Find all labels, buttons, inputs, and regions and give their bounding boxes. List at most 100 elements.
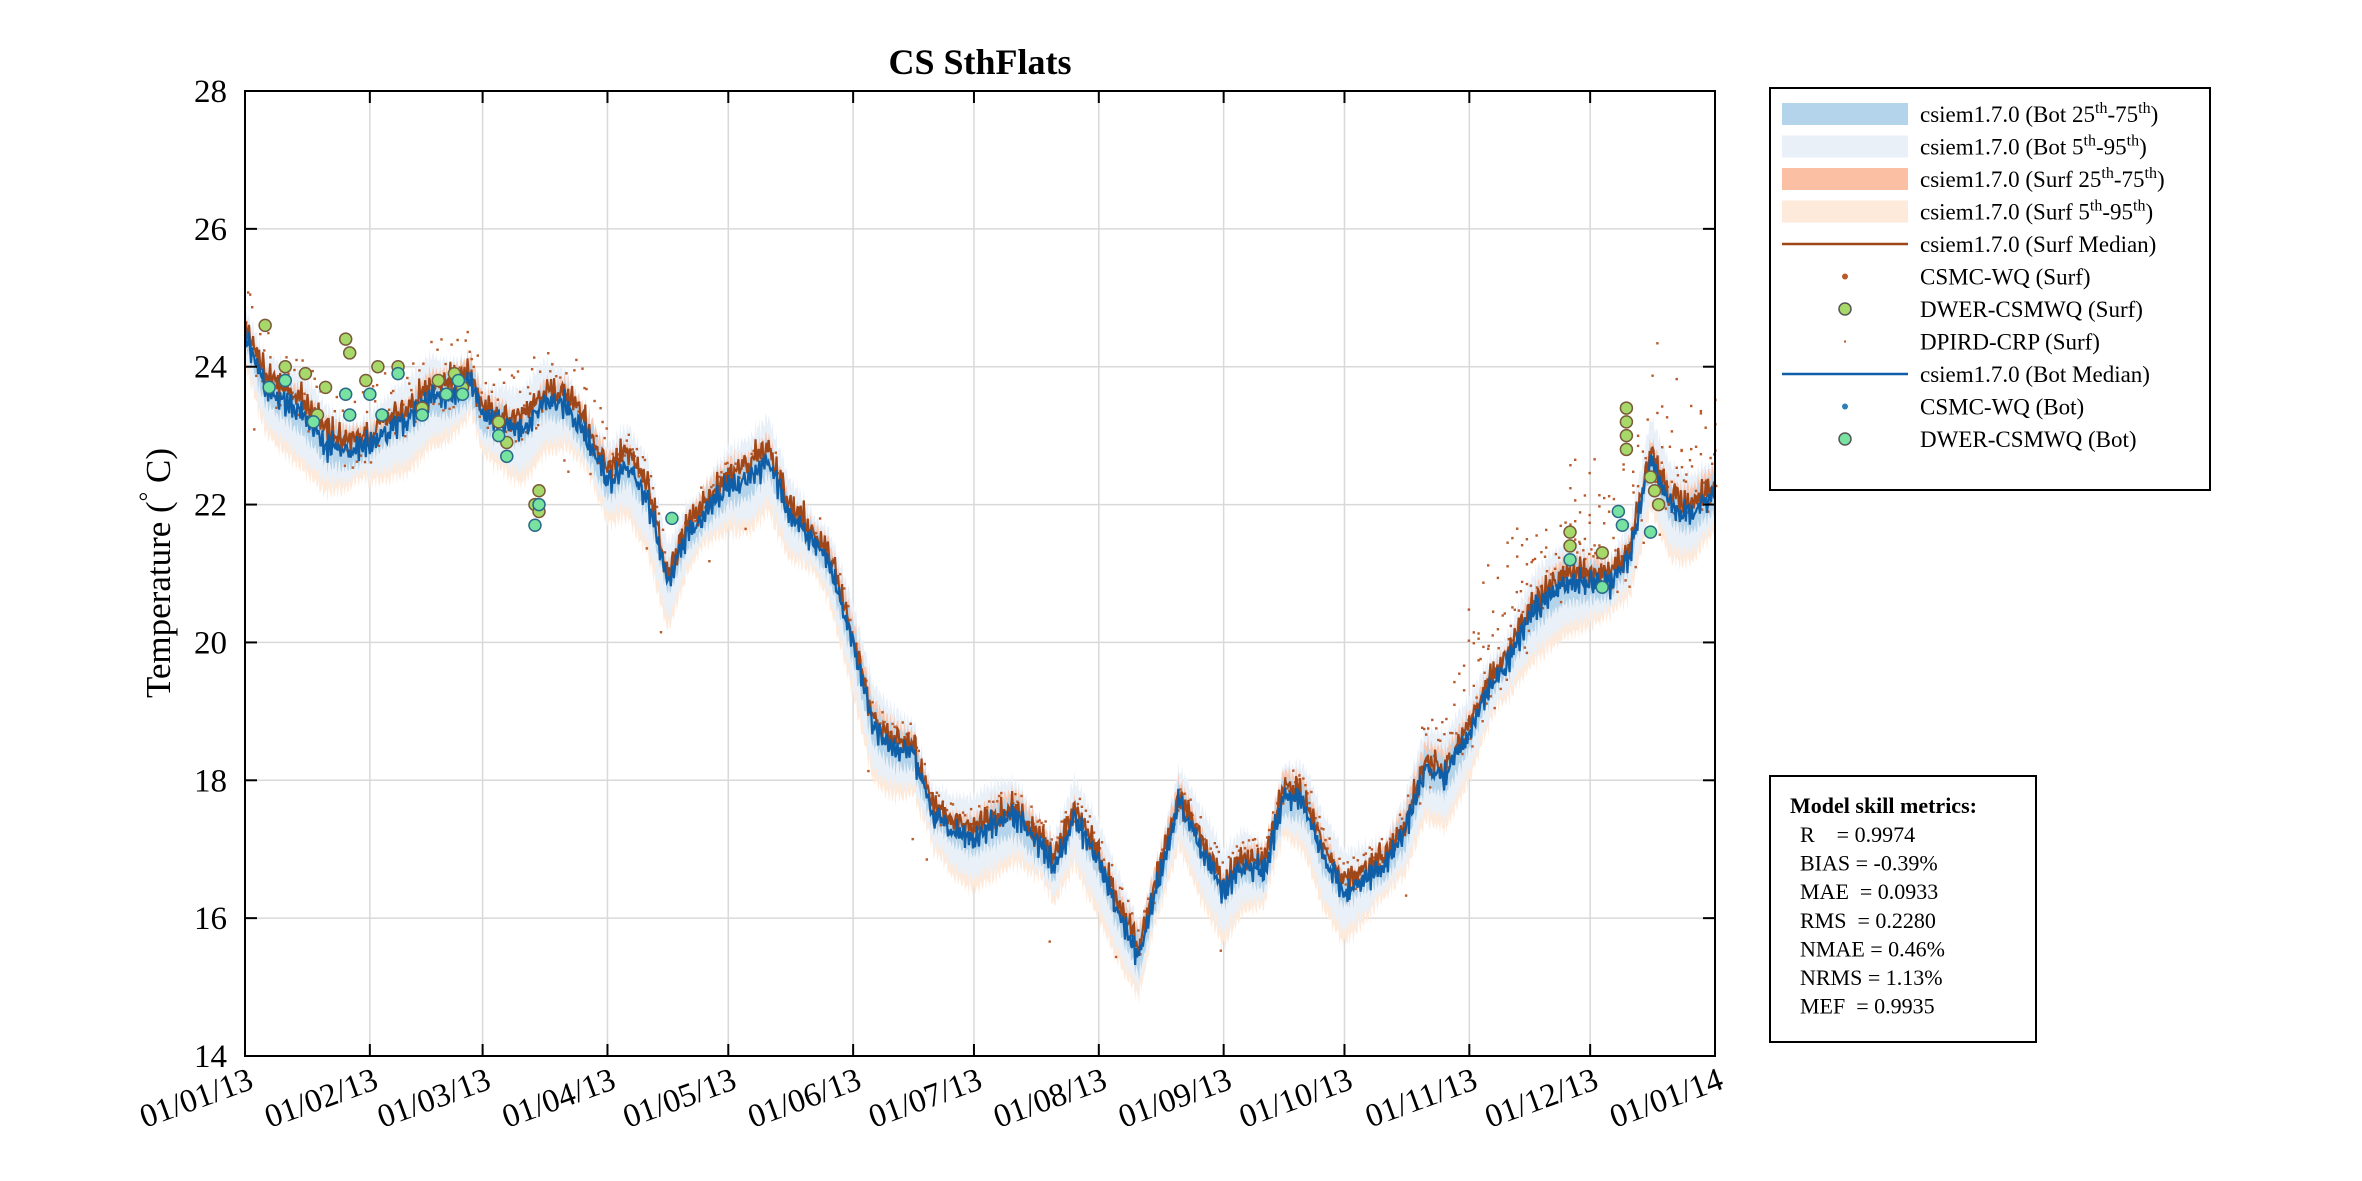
obs-point-surf — [1431, 718, 1434, 722]
obs-point-surf — [1668, 445, 1672, 448]
obs-point-surf — [1253, 838, 1257, 841]
obs-point-surf — [1064, 811, 1067, 814]
obs-point-surf — [1040, 821, 1043, 825]
obs-point-surf — [1654, 480, 1657, 484]
obs-point-surf — [639, 468, 643, 471]
obs-point-surf — [635, 447, 639, 451]
obs-point-surf — [1590, 548, 1593, 551]
obs-point-dpird — [1607, 510, 1611, 513]
obs-point-dpird — [1690, 404, 1693, 408]
obs-point-surf — [623, 454, 626, 457]
obs-point-surf — [512, 376, 516, 379]
obs-point-surf — [720, 471, 723, 474]
obs-point-surf — [843, 587, 846, 590]
obs-point-surf — [1014, 793, 1017, 796]
obs-point-surf — [998, 794, 1001, 798]
obs-point-dpird — [1482, 645, 1485, 649]
obs-point-surf — [1231, 851, 1235, 855]
obs-point-surf — [988, 800, 991, 803]
obs-point-dpird — [1516, 527, 1519, 530]
obs-point-dpird — [1632, 470, 1635, 473]
obs-point-surf — [1110, 863, 1114, 867]
y-tick-label-4: 22 — [194, 488, 227, 524]
obs-point-surf — [1314, 817, 1317, 820]
obs-point-surf — [1362, 853, 1365, 857]
obs-point-dpird — [1472, 684, 1475, 687]
obs-point-dpird — [1607, 495, 1611, 498]
obs-point-surf — [1559, 600, 1563, 604]
obs-point-dpird — [1554, 552, 1558, 556]
obs-point-surf — [1451, 731, 1454, 735]
obs-point-surf — [649, 475, 653, 478]
obs-point-surf — [1592, 555, 1595, 558]
obs-point-surf — [275, 406, 278, 409]
obs-point-surf — [1483, 671, 1486, 674]
obs-point-surf — [1423, 727, 1426, 731]
obs-point-surf — [464, 339, 467, 342]
legend-label: csiem1.7.0 (Surf 25th-75th) — [1920, 165, 2165, 192]
obs-point-surf — [1660, 461, 1663, 464]
obs-point-surf — [373, 400, 377, 403]
obs-point-surf — [1553, 567, 1557, 570]
obs-point-surf — [1505, 678, 1508, 681]
obs-point-surf — [1634, 565, 1637, 569]
obs-point-dpird — [1699, 409, 1703, 413]
obs-point-surf — [710, 485, 713, 489]
obs-point-dpird — [1651, 374, 1654, 377]
obs-point-surf — [1535, 586, 1539, 589]
obs-point-surf — [1179, 788, 1182, 791]
obs-point-surf — [1213, 842, 1216, 845]
obs-point-surf — [1209, 847, 1212, 850]
obs-point-surf — [1016, 800, 1019, 803]
obs-point-surf — [1195, 823, 1198, 826]
obs-point-dpird — [1690, 447, 1693, 451]
obs-point-surf — [1549, 573, 1553, 576]
obs-point-surf — [1509, 624, 1512, 628]
legend-label: csiem1.7.0 (Bot 5th-95th) — [1920, 133, 2147, 160]
obs-point-surf — [1189, 798, 1192, 801]
obs-point-dpird — [1530, 560, 1533, 564]
observation-points-large — [258, 318, 1666, 595]
obs-point-surf — [1251, 838, 1255, 842]
obs-point-surf — [929, 792, 933, 795]
obs-point-surf — [694, 519, 697, 523]
obs-point-surf — [484, 381, 487, 385]
obs-point-surf — [1527, 629, 1531, 632]
obs-point-surf — [611, 452, 614, 456]
obs-point-surf — [432, 402, 435, 406]
obs-point-surf — [1370, 848, 1374, 851]
obs-point-surf — [1437, 738, 1440, 742]
legend-label: DWER-CSMWQ (Surf) — [1920, 297, 2143, 322]
obs-point-dpird — [1598, 494, 1601, 497]
obs-point-dpird — [1588, 471, 1591, 475]
obs-point-dpird — [1574, 458, 1577, 461]
obs-point-surf — [486, 426, 489, 429]
obs-point-surf — [1121, 887, 1124, 890]
obs-point-surf — [1237, 849, 1241, 852]
metric-line-0: R = 0.9974 — [1800, 822, 1915, 847]
obs-point-surf — [1557, 556, 1561, 559]
y-tick-label-5: 24 — [194, 350, 227, 386]
obs-point-dpird — [1506, 565, 1509, 568]
obs-point-surf — [573, 369, 576, 372]
legend-swatch-band — [1782, 200, 1908, 223]
obs-point-surf — [392, 389, 395, 393]
obs-point-surf — [1265, 836, 1269, 839]
obs-point-dpird — [1545, 546, 1548, 549]
obs-point-dpird — [1467, 608, 1471, 611]
metric-line-5: NRMS = 1.13% — [1800, 965, 1943, 990]
dwer-bot-point-17 — [1563, 552, 1577, 567]
dwer-bot-point-16 — [665, 511, 679, 526]
obs-point-surf — [1489, 695, 1492, 698]
chart-title: CS SthFlats — [888, 42, 1071, 82]
obs-point-dpird — [1704, 426, 1707, 429]
obs-point-dpird — [1462, 664, 1466, 667]
obs-point-dpird — [1578, 542, 1582, 545]
dwer-bot-point-8 — [415, 408, 429, 422]
obs-point-surf — [1215, 845, 1218, 849]
obs-point-surf — [1686, 511, 1690, 514]
obs-point-dpird — [1661, 405, 1664, 408]
obs-point-dpird — [1636, 444, 1640, 448]
obs-point-surf — [1709, 501, 1712, 505]
obs-point-dpird — [1525, 563, 1529, 566]
